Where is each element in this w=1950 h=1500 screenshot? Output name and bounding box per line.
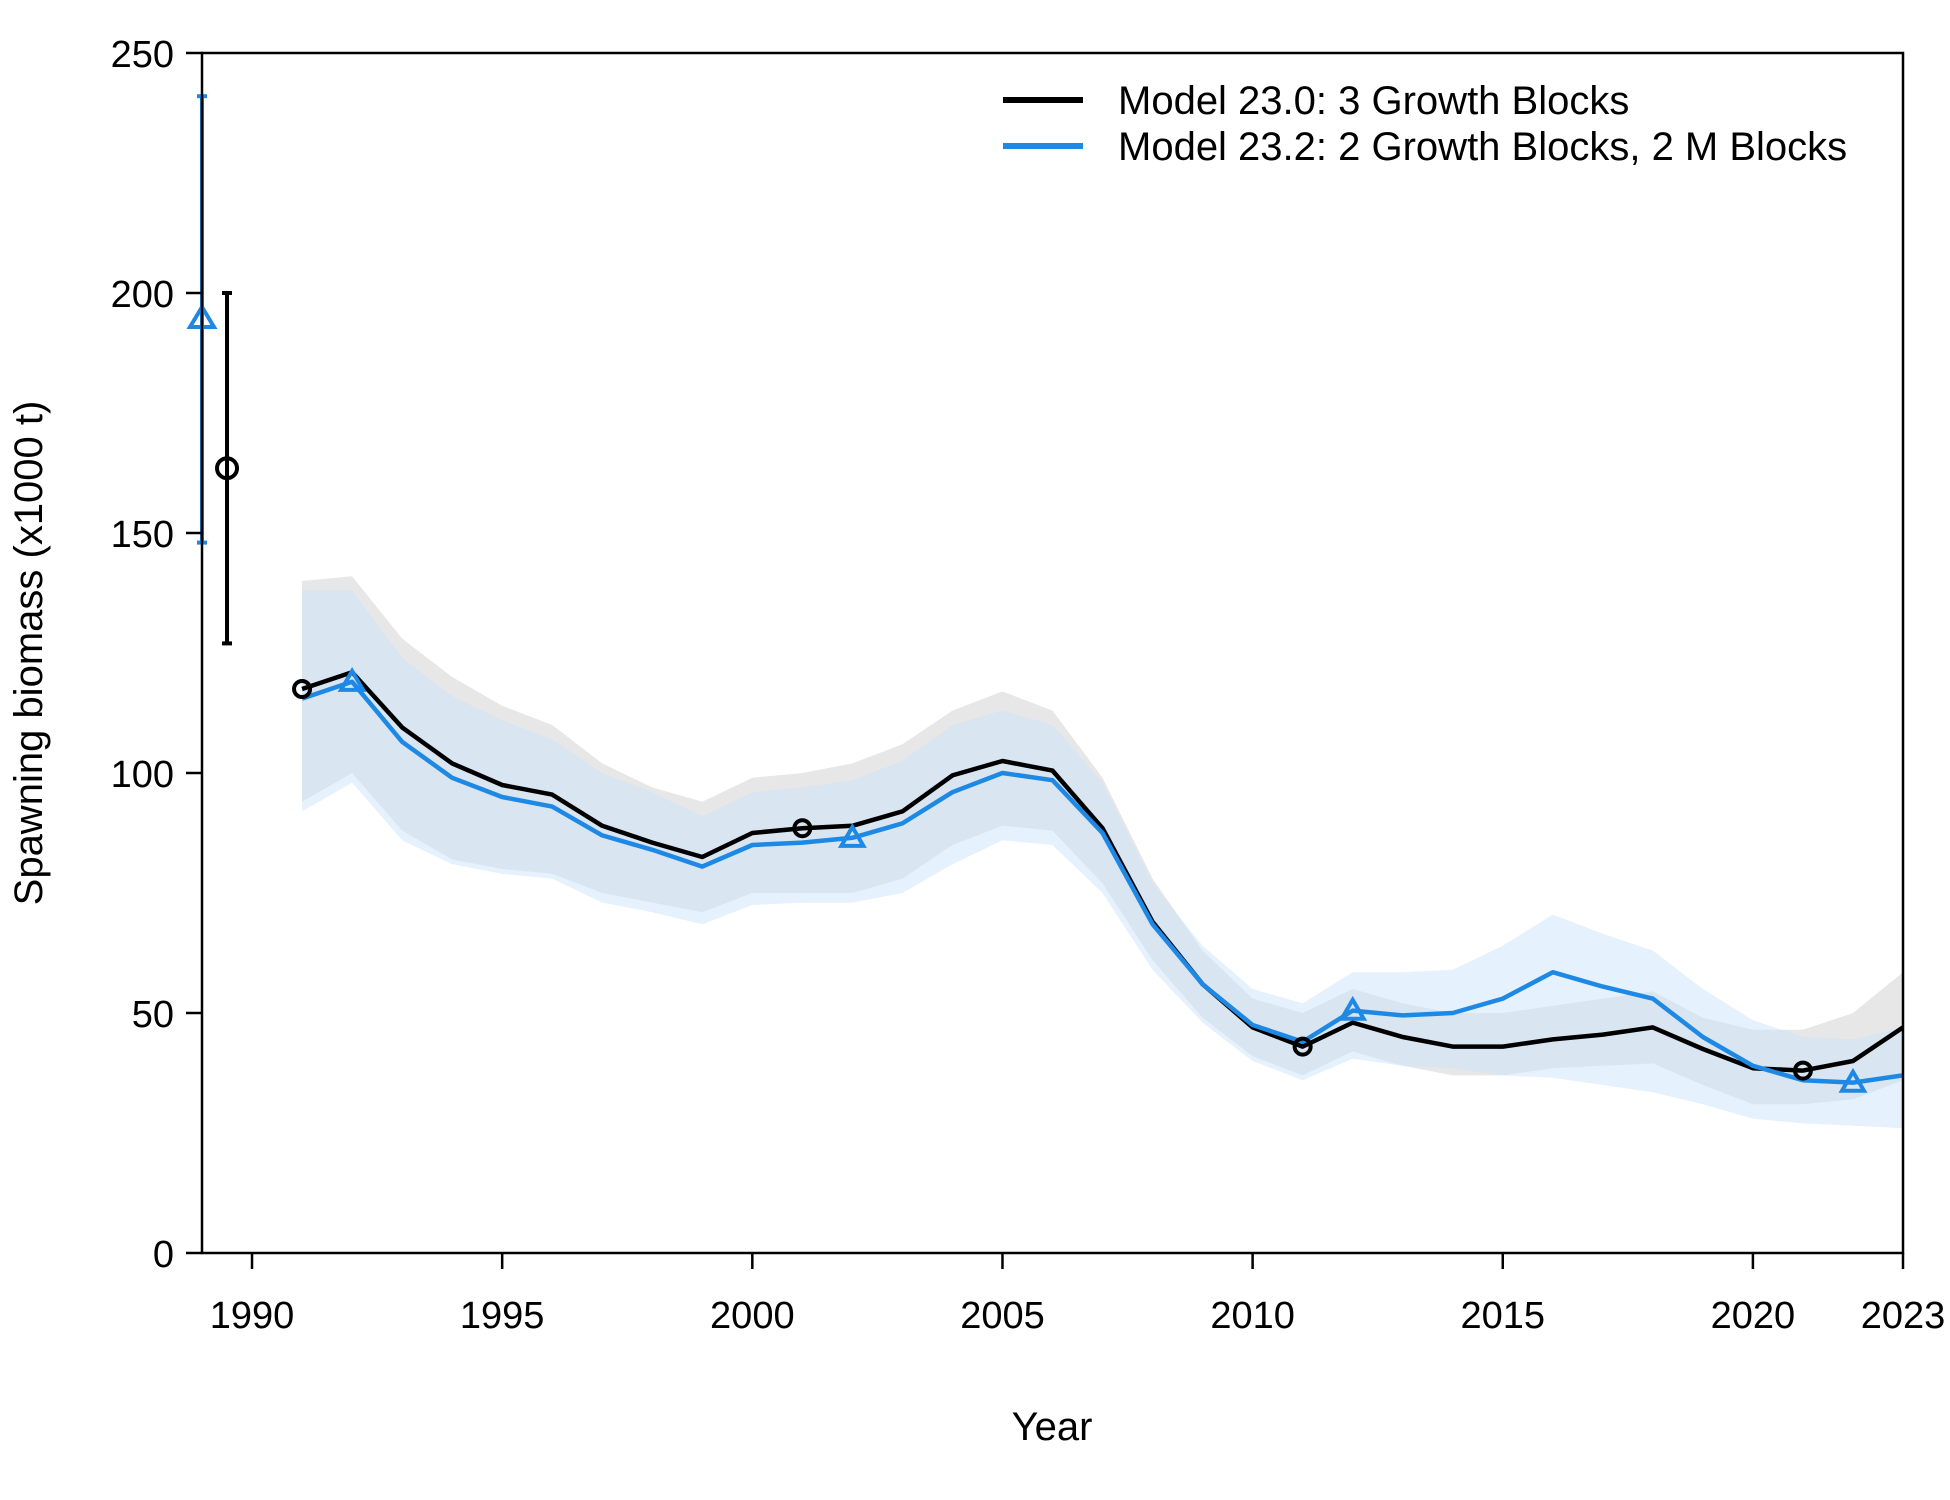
y-tick-label: 200 [111,274,174,316]
x-tick-label: 2000 [710,1295,795,1337]
legend-label-model-23-2: Model 23.2: 2 Growth Blocks, 2 M Blocks [1118,125,1847,169]
y-tick-label: 100 [111,754,174,796]
series-line-model-23-0 [301,669,1903,1073]
x-tick-label: 2023 [1861,1295,1946,1337]
legend: Model 23.0: 3 Growth Blocks Model 23.2: … [1003,79,1847,169]
y-tick-label: 250 [111,34,174,76]
data-point-model-23-0 [292,679,313,699]
x-tick-label: 2015 [1460,1295,1545,1337]
data-point-model-23-2 [1838,1067,1868,1093]
x-axis: 1990 1995 2000 2005 2010 2015 2020 2023 [210,1253,1946,1337]
y-tick-label: 150 [111,514,174,556]
virgin-point-model-23-0 [215,456,240,481]
x-tick-label: 2005 [960,1295,1045,1337]
plot-frame [200,51,1905,1255]
series-line-model-23-2 [301,679,1903,1085]
data-point-model-23-0 [1792,1060,1813,1081]
data-point-model-23-2 [837,823,867,848]
confidence-band-model-23-2 [302,590,1903,1129]
data-point-model-23-0 [1292,1036,1313,1057]
x-tick-label: 2010 [1210,1295,1295,1337]
y-tick-label: 0 [153,1234,174,1276]
x-axis-label: Year [1012,1405,1093,1449]
x-tick-label: 1995 [460,1295,545,1337]
data-point-model-23-2 [337,667,367,692]
y-tick-label: 50 [132,994,174,1036]
y-axis: 0 50 100 150 200 250 [111,34,202,1276]
data-point-model-23-2 [1338,995,1368,1021]
y-axis-label: Spawning biomass (x1000 t) [7,401,51,906]
x-tick-label: 1990 [210,1295,295,1337]
legend-label-model-23-0: Model 23.0: 3 Growth Blocks [1118,79,1629,123]
x-tick-label: 2020 [1711,1295,1796,1337]
data-point-model-23-0 [792,818,813,839]
